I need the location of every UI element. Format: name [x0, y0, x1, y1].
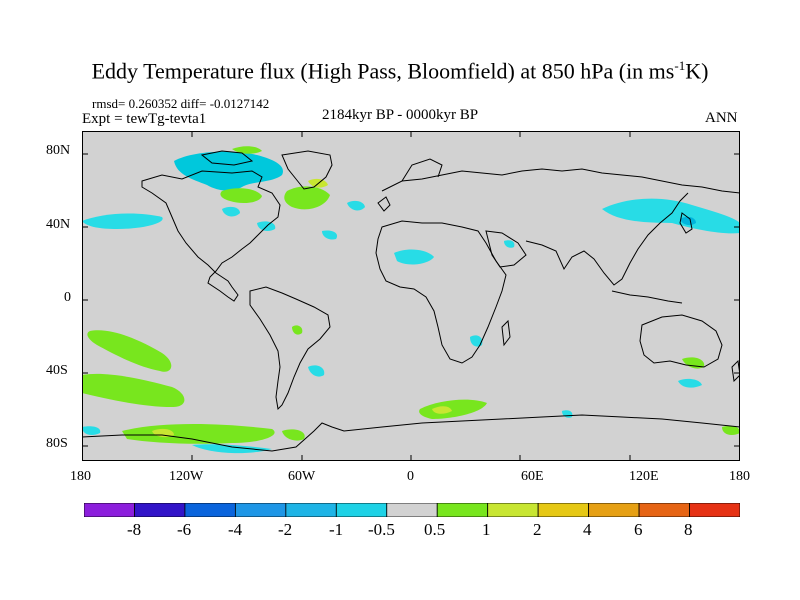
patch-antarctic-2: [192, 444, 272, 454]
x-tick-label: 120W: [169, 469, 204, 484]
coast-madagascar: [501, 319, 511, 347]
patch-hudson: [220, 188, 262, 204]
coast-indonesia: [611, 290, 683, 304]
period-label: 2184kyr BP - 0000kyr BP: [322, 107, 479, 123]
x-tick-label: 0: [407, 469, 414, 484]
stats-text: rmsd= 0.260352 diff= -0.0127142: [92, 96, 270, 111]
colorbar-box: [234, 503, 287, 517]
anomaly-patches: [82, 146, 740, 454]
patch-nw-pacific-core: [680, 216, 696, 226]
colorbar: [84, 503, 740, 517]
y-tick-label: 40N: [46, 217, 71, 232]
colorbar-box: [487, 503, 539, 517]
patch-pacific-mid: [292, 325, 303, 335]
patch-canada-arctic: [174, 151, 283, 191]
coast-japan: [679, 212, 693, 234]
x-tick-label: 180: [729, 469, 750, 484]
colorbar-label: 8: [684, 520, 693, 539]
patch-northsea: [347, 200, 365, 211]
y-tick-label: 80S: [46, 436, 68, 451]
patch-indian-ocean: [419, 399, 487, 419]
coast-arabia: [485, 230, 527, 268]
colorbar-label: -8: [127, 520, 142, 539]
colorbar-label: -4: [228, 520, 243, 539]
plot-title: Eddy Temperature flux (High Pass, Bloomf…: [91, 58, 709, 84]
coast-greenland: [281, 150, 333, 190]
patch-arabia: [504, 240, 515, 248]
colorbar-label: 1: [482, 520, 491, 539]
colorbar-boxes: [84, 503, 740, 517]
coast-uk: [377, 196, 391, 212]
coast-europe: [381, 168, 740, 194]
map-background: [82, 131, 740, 461]
colorbar-label: 0.5: [424, 520, 446, 539]
coast-north-america: [141, 170, 281, 302]
patch-antarctic-3: [282, 429, 305, 441]
y-tick-label: 40S: [46, 363, 68, 378]
patch-indian-ocean-core: [432, 406, 452, 414]
colorbar-label: -6: [177, 520, 192, 539]
colorbar-box: [84, 503, 135, 517]
world-map: [82, 131, 740, 461]
patch-nw-atlantic-west: [82, 213, 163, 229]
colorbar-box: [134, 503, 186, 517]
colorbar-label: 2: [533, 520, 542, 539]
colorbar-box: [184, 503, 236, 517]
coast-africa: [375, 220, 507, 364]
coast-antarctica: [82, 414, 740, 452]
patch-antarctic-6: [722, 425, 740, 435]
colorbar-label: 4: [583, 520, 592, 539]
patch-sahara: [394, 249, 434, 265]
x-tick-label: 60W: [288, 469, 316, 484]
colorbar-box: [638, 503, 690, 517]
patch-patagonia-cyan: [308, 365, 325, 377]
patch-canada-arctic-north: [232, 146, 262, 154]
season-label: ANN: [705, 110, 738, 126]
x-tick-label: 120E: [629, 469, 659, 484]
patch-se-pacific-1: [87, 330, 172, 372]
colorbar-box: [537, 503, 590, 517]
patch-mid-atlantic: [322, 230, 338, 240]
coast-asia: [525, 192, 689, 286]
colorbar-box: [588, 503, 640, 517]
experiment-label: Expt = tewTg-tevta1: [82, 111, 207, 127]
patch-africa-se: [470, 335, 483, 347]
x-tick-label: 180: [70, 469, 91, 484]
colorbar-box: [386, 503, 438, 517]
coast-south-america: [249, 286, 331, 411]
colorbar-box: [285, 503, 337, 517]
patch-australia-s: [682, 357, 705, 369]
patch-s-indian-cyan: [678, 378, 702, 388]
axis-ticks: [82, 131, 740, 461]
coast-scandinavia: [401, 158, 443, 182]
coastlines: [82, 150, 740, 452]
patch-antarctic-5: [82, 426, 101, 435]
colorbar-label: -1: [329, 520, 344, 539]
colorbar-label: 6: [634, 520, 643, 539]
patch-atlantic-cyan: [222, 206, 240, 217]
x-tick-label: 60E: [521, 469, 544, 484]
patch-labrador: [284, 186, 330, 210]
coast-australia: [639, 314, 723, 368]
y-tick-label: 0: [64, 290, 71, 305]
coast-arctic-islands: [200, 150, 254, 166]
patch-nw-pacific: [602, 198, 740, 234]
colorbar-box: [436, 503, 489, 517]
colorbar-box: [689, 503, 740, 517]
patch-se-pacific-2: [82, 373, 185, 407]
colorbar-label: -0.5: [368, 520, 395, 539]
colorbar-box: [335, 503, 388, 517]
colorbar-label: -2: [278, 520, 293, 539]
patch-antarctic-1: [122, 424, 275, 444]
y-tick-label: 80N: [46, 143, 71, 158]
coast-new-zealand: [731, 359, 740, 383]
